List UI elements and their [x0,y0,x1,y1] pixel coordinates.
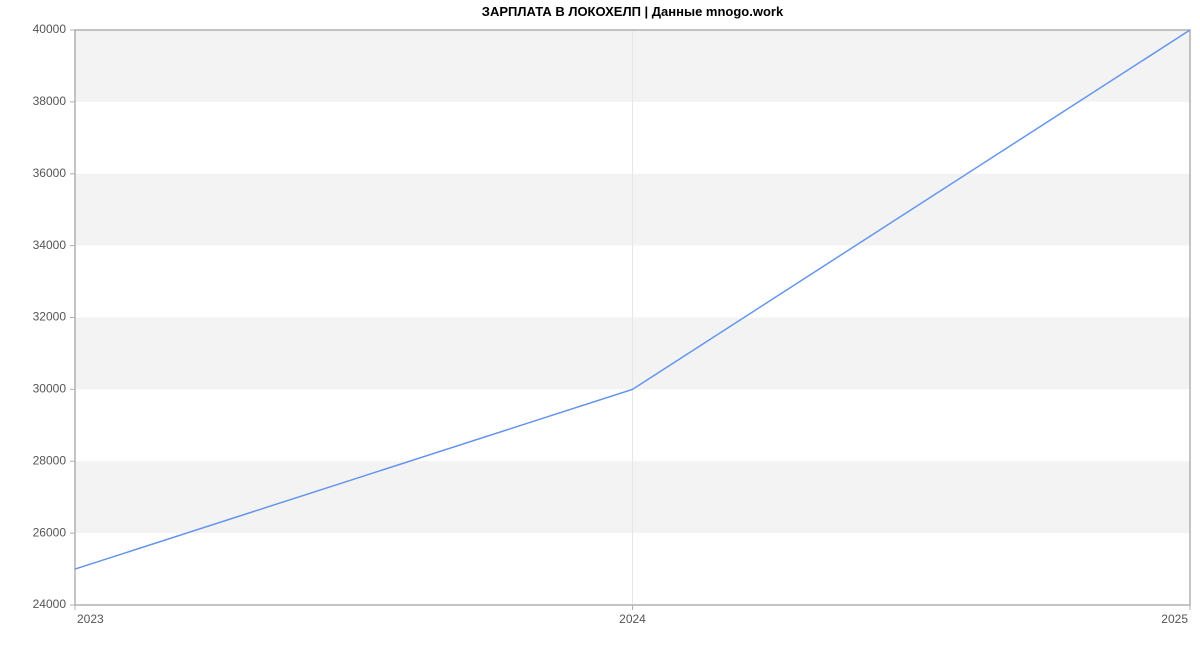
x-tick-label: 2024 [619,612,646,626]
y-tick-label: 32000 [33,310,67,324]
chart-container: 24000 26000 28000 30000 32000 34000 36000 38000… [0,0,1200,650]
x-tick-label: 2023 [77,612,104,626]
y-tick-label: 26000 [33,525,67,539]
line-chart: 24000 26000 28000 30000 32000 34000 36000 38000… [0,0,1200,650]
chart-title: ЗАРПЛАТА В ЛОКОХЕЛП | Данные mnogo.work [482,4,784,19]
x-tick-label: 2025 [1161,612,1188,626]
y-tick-label: 40000 [33,22,67,36]
y-tick-label: 24000 [33,597,67,611]
y-tick-label: 38000 [33,94,67,108]
y-tick-label: 34000 [33,238,67,252]
y-tick-label: 28000 [33,453,67,467]
y-tick-label: 36000 [33,166,67,180]
y-tick-label: 30000 [33,382,67,396]
